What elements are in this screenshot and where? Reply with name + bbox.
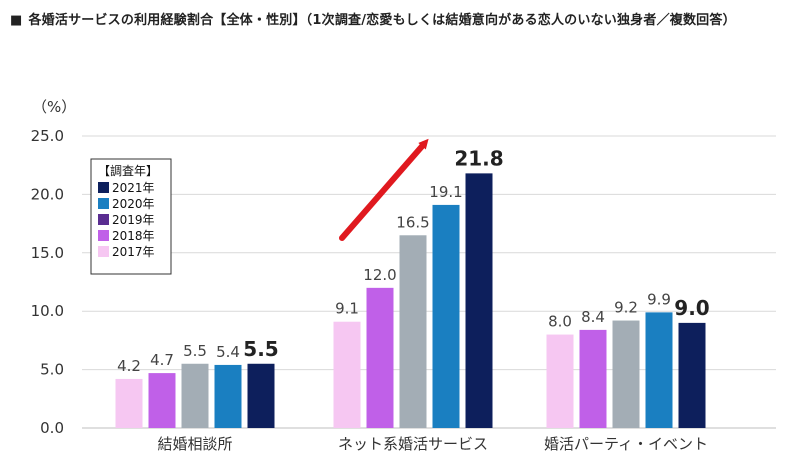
data-label: 9.1	[335, 300, 359, 318]
data-label: 12.0	[363, 266, 396, 284]
bar-2017年	[115, 378, 143, 428]
bar-2017年	[546, 334, 574, 428]
category-label: 結婚相談所	[157, 435, 232, 453]
y-axis-unit-label: （%）	[32, 98, 76, 116]
data-label: 4.2	[117, 357, 141, 375]
y-tick-label: 5.0	[40, 361, 64, 379]
legend-swatch	[98, 182, 109, 193]
chart-title-text: 各婚活サービスの利用経験割合【全体・性別】（1次調査/恋愛もしくは結婚意向がある…	[28, 13, 736, 28]
legend-item: 2019年	[112, 213, 155, 227]
data-label: 4.7	[150, 351, 174, 369]
bar-2018年	[148, 373, 176, 428]
bar-2017年	[333, 321, 361, 428]
y-tick-label: 10.0	[31, 302, 64, 320]
data-label: 8.0	[548, 313, 572, 331]
bar-2020年	[645, 312, 673, 428]
bar-2018年	[579, 329, 607, 428]
legend-title: 【調査年】	[98, 164, 158, 178]
title-bullet-icon: ■	[10, 13, 23, 28]
bar-2019年	[399, 235, 427, 428]
legend-item: 2018年	[112, 229, 155, 243]
data-label: 21.8	[454, 146, 503, 170]
bar-2018年	[366, 287, 394, 428]
y-tick-label: 0.0	[40, 419, 64, 437]
legend-item: 2017年	[112, 245, 155, 259]
chart-title: ■ 各婚活サービスの利用経験割合【全体・性別】（1次調査/恋愛もしくは結婚意向があ…	[10, 8, 790, 34]
trend-arrow	[339, 138, 429, 241]
bar-2019年	[612, 320, 640, 428]
legend-swatch	[98, 214, 109, 225]
legend-item: 2021年	[112, 181, 155, 195]
bar-2021年	[465, 173, 493, 428]
data-label: 8.4	[581, 308, 605, 326]
data-label: 5.5	[243, 337, 278, 361]
data-label: 5.5	[183, 342, 207, 360]
data-label: 16.5	[396, 213, 429, 231]
legend-swatch	[98, 230, 109, 241]
legend: 【調査年】 2021年 2020年 2019年 2018年 2017年	[90, 158, 172, 275]
bar-2021年	[678, 322, 706, 428]
data-label: 9.2	[614, 299, 638, 317]
legend-swatch	[98, 246, 109, 257]
y-tick-label: 15.0	[31, 244, 64, 262]
category-label: 婚活パーティ・イベント	[544, 435, 708, 453]
bar-2020年	[432, 204, 460, 428]
y-tick-label: 25.0	[31, 127, 64, 145]
bar-2020年	[214, 364, 242, 428]
data-label: 9.9	[647, 290, 671, 308]
data-label: 9.0	[674, 296, 709, 320]
bar-2019年	[181, 363, 209, 428]
data-label: 19.1	[429, 183, 462, 201]
y-tick-label: 20.0	[31, 185, 64, 203]
legend-swatch	[98, 198, 109, 209]
legend-item: 2020年	[112, 197, 155, 211]
data-label: 5.4	[216, 343, 240, 361]
bar-2021年	[247, 363, 275, 428]
category-label: ネット系婚活サービス	[338, 435, 488, 453]
